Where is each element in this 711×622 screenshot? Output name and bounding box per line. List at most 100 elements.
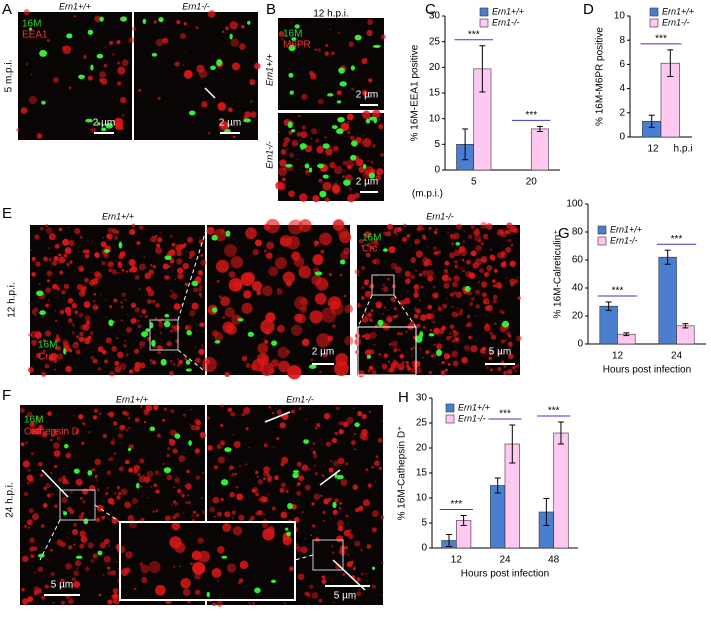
red-signal [266, 472, 270, 476]
significance-label: *** [525, 110, 537, 121]
red-signal [454, 337, 459, 342]
red-signal [500, 339, 505, 344]
red-signal [352, 435, 354, 438]
y-tick-label: 0 [619, 132, 625, 143]
red-signal [345, 546, 348, 550]
red-signal [163, 407, 168, 412]
green-signal [87, 29, 94, 35]
red-signal [456, 223, 463, 230]
red-signal [349, 529, 352, 532]
red-signal [92, 553, 98, 559]
green-signal [99, 16, 104, 22]
red-signal [449, 292, 454, 297]
red-signal [335, 406, 340, 411]
red-signal [357, 370, 365, 378]
red-signal [453, 260, 456, 263]
green-signal [97, 122, 101, 126]
green-signal [229, 33, 233, 40]
time-label: 5 m.p.i. [4, 60, 15, 93]
red-signal [192, 561, 206, 575]
red-signal [201, 356, 217, 373]
red-signal [98, 593, 102, 597]
legend-label: Ern1-/- [662, 17, 690, 27]
red-signal [131, 497, 138, 505]
red-signal [174, 324, 180, 331]
red-signal [100, 293, 102, 296]
red-signal [162, 37, 169, 44]
red-signal [103, 64, 107, 68]
red-signal [216, 259, 230, 273]
red-signal [225, 26, 230, 31]
red-signal [452, 329, 456, 334]
green-signal [455, 241, 461, 246]
red-signal [316, 333, 331, 348]
red-signal [147, 496, 150, 499]
red-signal [38, 461, 43, 467]
red-signal [364, 290, 372, 298]
red-signal [182, 64, 185, 67]
red-signal [449, 252, 456, 259]
red-signal [449, 332, 452, 335]
red-signal [354, 269, 360, 275]
red-signal [342, 160, 348, 166]
red-signal [279, 159, 287, 167]
red-signal [127, 328, 130, 332]
red-signal [107, 599, 113, 605]
legend-label: Ern1-/- [458, 413, 486, 423]
red-signal [453, 275, 460, 282]
red-signal [318, 598, 323, 603]
green-signal [247, 331, 255, 337]
red-signal [39, 420, 42, 423]
green-signal [163, 320, 171, 328]
red-signal [84, 566, 90, 572]
red-signal [106, 470, 112, 476]
error-bar [605, 301, 612, 311]
red-signal [156, 433, 161, 438]
y-tick-label: 15 [429, 88, 441, 99]
red-signal [121, 59, 129, 67]
green-signal [225, 230, 231, 237]
zoom-line [39, 519, 61, 561]
red-signal [362, 89, 368, 96]
red-signal [124, 298, 127, 301]
red-signal [84, 315, 91, 321]
red-signal [168, 370, 174, 376]
green-signal [96, 53, 104, 59]
red-signal [218, 295, 222, 299]
red-signal [371, 143, 377, 149]
red-signal [443, 353, 451, 360]
red-signal [239, 560, 249, 570]
red-signal [392, 359, 398, 366]
red-signal [276, 409, 283, 415]
time-label: 12 h.p.i. [313, 9, 349, 20]
red-signal [308, 468, 311, 471]
red-signal [27, 526, 30, 529]
red-signal [217, 456, 225, 464]
red-signal [272, 411, 275, 415]
red-signal [354, 350, 360, 355]
red-signal [119, 363, 127, 371]
red-signal [143, 420, 147, 424]
red-signal [367, 19, 374, 25]
red-signal [191, 550, 202, 561]
red-signal [224, 244, 237, 257]
green-signal [464, 285, 471, 292]
red-signal [116, 40, 121, 45]
red-signal [155, 584, 166, 596]
red-signal [85, 320, 91, 325]
red-signal [371, 527, 377, 533]
red-signal [25, 441, 28, 445]
red-signal [360, 549, 363, 552]
red-signal [141, 576, 148, 584]
red-signal [416, 323, 421, 328]
red-signal [48, 257, 52, 262]
red-signal [101, 260, 106, 266]
red-signal [220, 296, 231, 307]
red-signal [66, 506, 72, 512]
red-signal [252, 486, 259, 494]
green-signal [185, 359, 191, 365]
red-signal [367, 369, 370, 373]
red-signal [94, 458, 102, 466]
red-signal [280, 149, 287, 155]
red-signal [483, 271, 490, 278]
